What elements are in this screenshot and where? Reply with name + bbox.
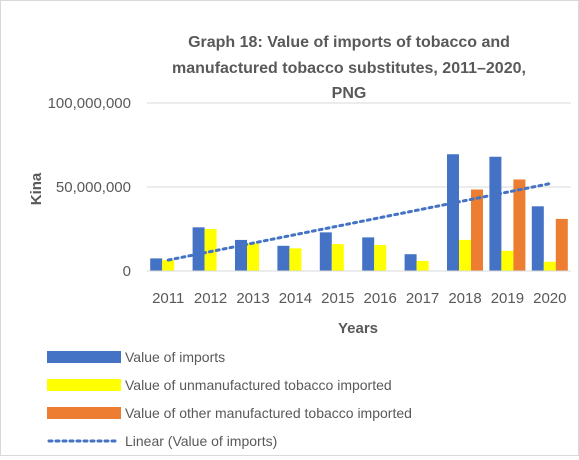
bar-value-of-unmanufactured-tobacco-imported-2011: [162, 260, 175, 271]
y-tick-label: 0: [123, 263, 131, 280]
chart-title: Graph 18: Value of imports of tobacco an…: [172, 34, 526, 102]
y-axis-label: Kina: [28, 172, 45, 205]
legend-label: Linear (Value of imports): [125, 433, 277, 449]
bar-value-of-unmanufactured-tobacco-imported-2017: [416, 260, 429, 271]
x-tick-label: 2013: [236, 290, 269, 307]
chart-title-line-3: PNG: [332, 85, 367, 102]
bar-value-of-imports-2013: [235, 239, 247, 271]
x-tick-label: 2016: [364, 290, 397, 307]
chart-title-line-1: Graph 18: Value of imports of tobacco an…: [188, 34, 510, 51]
legend-label: Value of other manufactured tobacco impo…: [125, 405, 412, 421]
x-tick-label: 2015: [321, 290, 354, 307]
x-tick-label: 2011: [152, 290, 184, 307]
bar-value-of-imports-2018: [447, 154, 459, 271]
y-axis-tick-labels: 0 50,000,000 100,000,000: [48, 95, 131, 280]
legend-swatch: [47, 351, 121, 363]
bar-value-of-unmanufactured-tobacco-imported-2016: [374, 244, 387, 271]
bar-value-of-unmanufactured-tobacco-imported-2019: [501, 250, 514, 271]
bar-value-of-imports-2020: [531, 206, 544, 271]
x-axis-label: Years: [338, 320, 378, 337]
legend-swatch: [47, 379, 121, 391]
bar-value-of-unmanufactured-tobacco-imported-2012: [204, 229, 217, 271]
bar-value-of-other-manufactured-tobacco-imported-2019: [513, 179, 526, 271]
bar-value-of-other-manufactured-tobacco-imported-2018: [471, 189, 483, 271]
x-tick-label: 2020: [533, 290, 566, 307]
bars: [150, 154, 568, 271]
bar-value-of-imports-2012: [192, 227, 205, 271]
legend-item: Value of unmanufactured tobacco imported: [47, 377, 392, 393]
x-tick-label: 2014: [279, 290, 312, 307]
bar-value-of-imports-2014: [277, 245, 290, 271]
x-tick-label: 2019: [491, 290, 524, 307]
legend-swatch: [47, 407, 121, 419]
legend: Value of imports Value of unmanufactured …: [47, 349, 412, 449]
trendline-linear-value-of-imports: [166, 182, 552, 262]
y-tick-label: 100,000,000: [48, 95, 131, 112]
bar-value-of-imports-2019: [489, 156, 502, 271]
bar-value-of-unmanufactured-tobacco-imported-2013: [247, 243, 259, 271]
chart-title-line-2: manufactured tobacco substitutes, 2011–2…: [172, 60, 526, 77]
legend-item: Linear (Value of imports): [47, 433, 277, 449]
x-tick-label: 2012: [194, 290, 227, 307]
bar-value-of-imports-2015: [319, 232, 332, 271]
legend-item: Value of other manufactured tobacco impo…: [47, 405, 412, 421]
bar-value-of-unmanufactured-tobacco-imported-2020: [543, 261, 556, 271]
gridlines: [147, 102, 571, 188]
bar-value-of-imports-2017: [404, 254, 417, 271]
y-tick-label: 50,000,000: [56, 179, 131, 196]
bar-value-of-other-manufactured-tobacco-imported-2020: [555, 218, 568, 271]
x-axis-tick-labels: 2011 2012 2013 2014 2015 2016 2017 2018 2019 2020: [152, 290, 566, 307]
bar-value-of-unmanufactured-tobacco-imported-2015: [331, 244, 344, 271]
bar-value-of-unmanufactured-tobacco-imported-2018: [459, 239, 471, 271]
bar-value-of-imports-2011: [150, 258, 163, 271]
legend-item: Value of imports: [47, 349, 225, 365]
legend-label: Value of imports: [125, 349, 225, 365]
bar-value-of-unmanufactured-tobacco-imported-2014: [289, 248, 302, 271]
x-tick-label: 2018: [448, 290, 481, 307]
bar-value-of-imports-2016: [362, 237, 375, 271]
x-tick-label: 2017: [406, 290, 439, 307]
legend-label: Value of unmanufactured tobacco imported: [125, 377, 392, 393]
trendline: [166, 182, 552, 262]
